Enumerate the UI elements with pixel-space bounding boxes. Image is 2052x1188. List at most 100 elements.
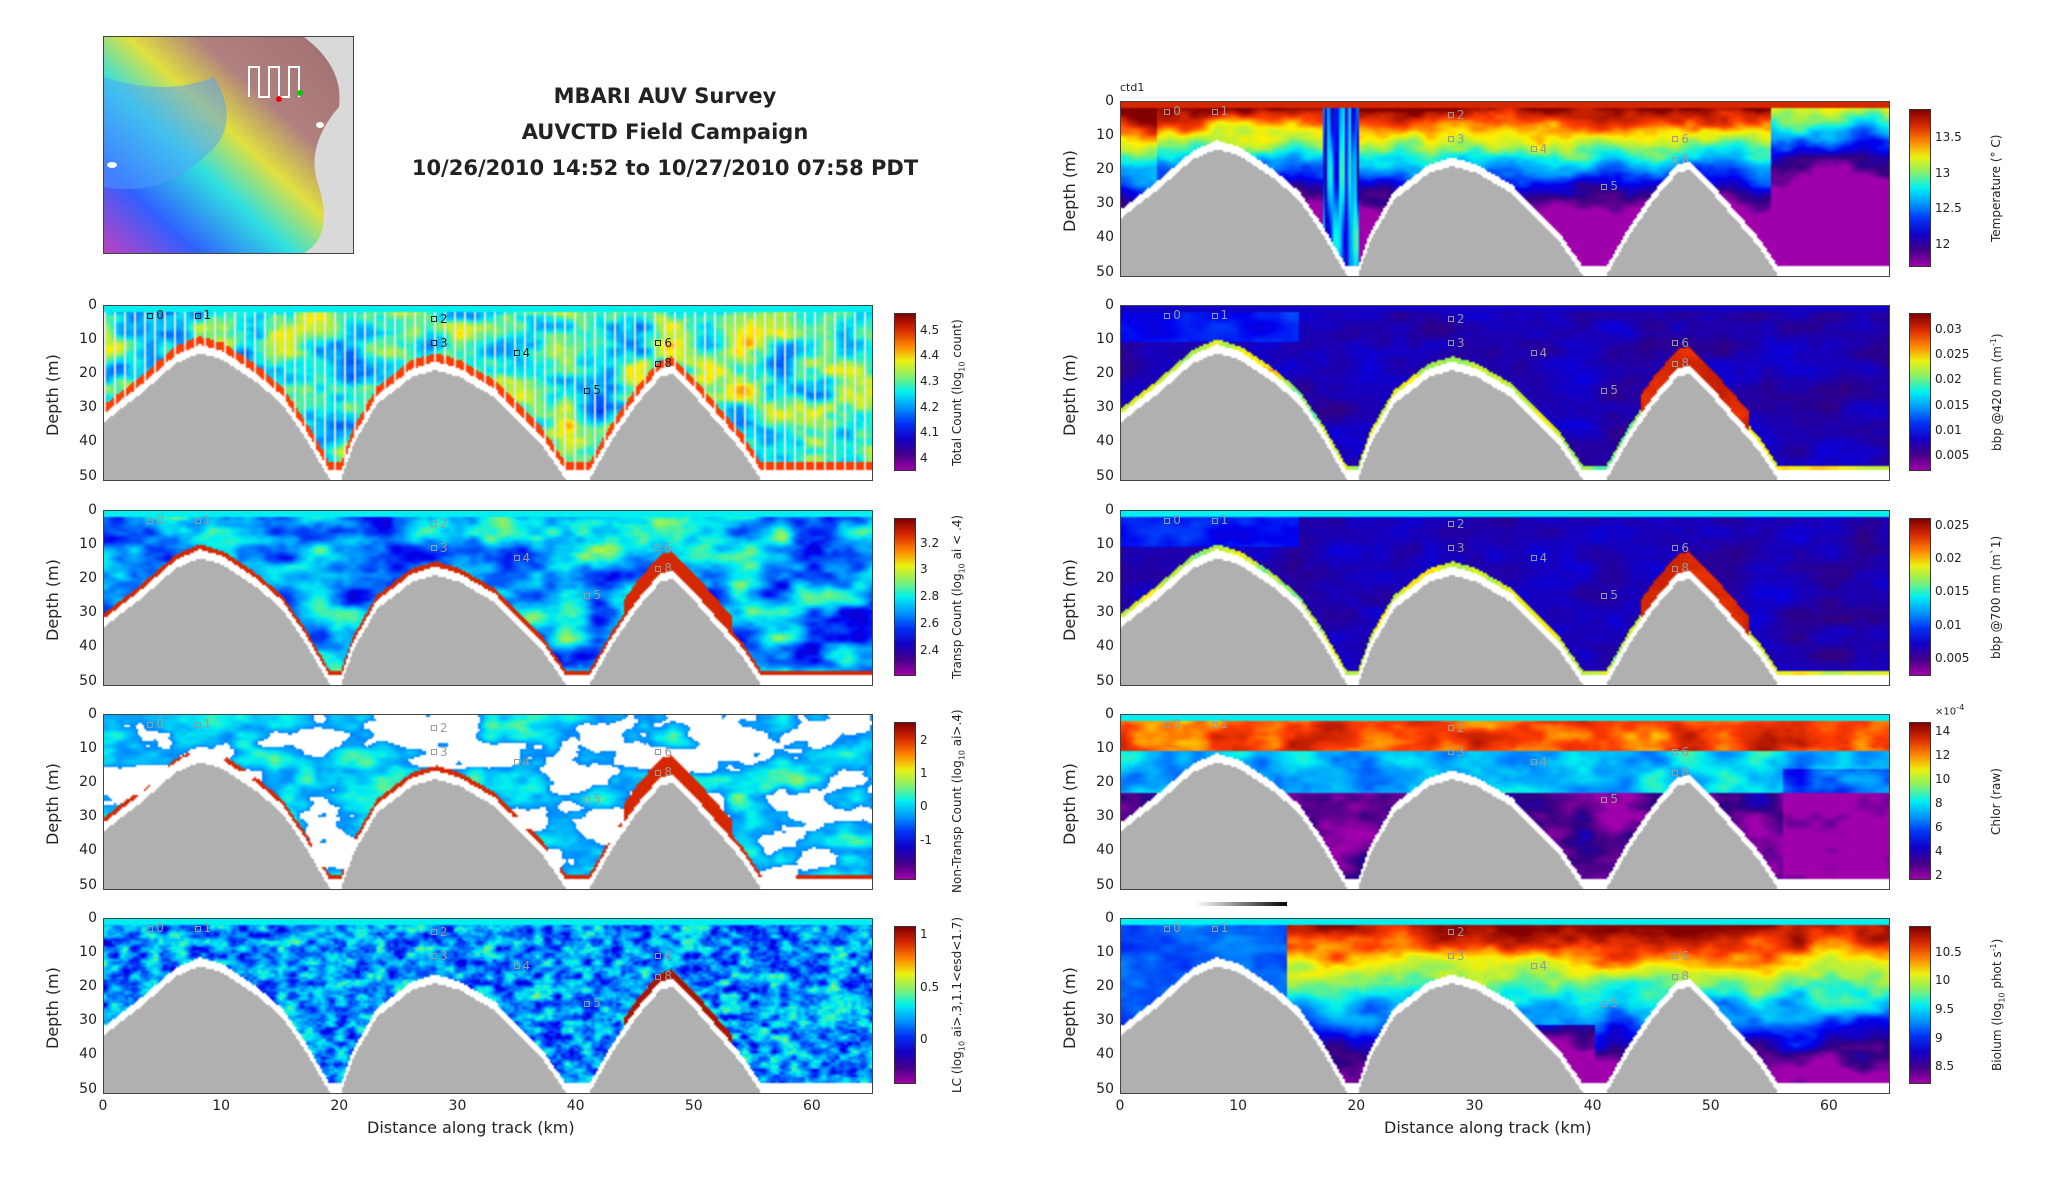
station-marker-5[interactable]: 5	[1601, 996, 1618, 1010]
station-marker-8[interactable]: 8	[1672, 152, 1689, 166]
station-marker-0[interactable]: 0	[1164, 104, 1181, 118]
station-marker-6[interactable]: 6	[655, 541, 672, 555]
station-marker-0[interactable]: 0	[1164, 921, 1181, 935]
station-marker-5[interactable]: 5	[1601, 383, 1618, 397]
station-label: 4	[1539, 958, 1548, 973]
station-marker-1[interactable]: 1	[194, 513, 211, 527]
station-marker-8[interactable]: 8	[1672, 765, 1689, 779]
station-marker-5[interactable]: 5	[1601, 792, 1618, 806]
station-marker-3[interactable]: 3	[430, 949, 447, 963]
station-marker-2[interactable]: 2	[430, 925, 447, 939]
station-marker-4[interactable]: 4	[513, 755, 530, 769]
station-marker-3[interactable]: 3	[430, 541, 447, 555]
station-marker-3[interactable]: 3	[1447, 745, 1464, 759]
x-tick-label: 40	[566, 1098, 585, 1114]
station-marker-0[interactable]: 0	[147, 513, 164, 527]
station-marker-5[interactable]: 5	[584, 383, 601, 397]
station-marker-6[interactable]: 6	[1672, 949, 1689, 963]
station-square-icon	[1672, 545, 1679, 552]
station-marker-6[interactable]: 6	[1672, 541, 1689, 555]
station-marker-3[interactable]: 3	[430, 745, 447, 759]
station-label: 2	[1456, 516, 1465, 531]
station-marker-8[interactable]: 8	[655, 765, 672, 779]
station-marker-8[interactable]: 8	[655, 969, 672, 983]
station-marker-0[interactable]: 0	[1164, 717, 1181, 731]
station-marker-4[interactable]: 4	[513, 958, 531, 973]
station-marker-2[interactable]: 2	[430, 721, 447, 735]
station-marker-6[interactable]: 6	[655, 336, 672, 350]
station-marker-4[interactable]: 4	[1530, 346, 1547, 360]
panel-total-count	[103, 305, 873, 481]
station-marker-0[interactable]: 0	[1164, 308, 1181, 322]
station-marker-1[interactable]: 1	[194, 308, 212, 323]
station-marker-8[interactable]: 8	[1672, 561, 1689, 575]
station-marker-4[interactable]: 4	[1530, 755, 1547, 769]
y-axis-label: Depth (m)	[43, 967, 62, 1049]
station-marker-2[interactable]: 2	[1447, 108, 1464, 122]
colorbar-tick-label: 0.5	[920, 979, 940, 994]
station-marker-4[interactable]: 4	[1530, 142, 1547, 156]
station-marker-5[interactable]: 5	[584, 792, 601, 806]
colorbar-tick-label: 0.015	[1935, 397, 1970, 412]
station-marker-2[interactable]: 2	[430, 517, 447, 531]
x-tick-label: 10	[1229, 1098, 1248, 1114]
station-label: 0	[1173, 104, 1181, 119]
station-marker-0[interactable]: 0	[1164, 513, 1181, 527]
station-square-icon	[194, 517, 201, 524]
station-marker-2[interactable]: 2	[1447, 516, 1465, 531]
station-marker-5[interactable]: 5	[584, 996, 601, 1010]
station-marker-1[interactable]: 1	[194, 921, 211, 935]
panel-bbp420	[1120, 305, 1890, 481]
station-marker-8[interactable]: 8	[1672, 356, 1689, 370]
station-marker-4[interactable]: 4	[513, 551, 530, 565]
station-marker-3[interactable]: 3	[430, 336, 447, 350]
panel-tag: ctd1	[1120, 81, 1145, 94]
station-marker-2[interactable]: 2	[1447, 721, 1464, 735]
station-marker-1[interactable]: 1	[1211, 717, 1228, 731]
station-marker-2[interactable]: 2	[1447, 312, 1464, 326]
y-tick-label: 20	[79, 570, 97, 587]
station-marker-1[interactable]: 1	[1211, 104, 1228, 118]
station-marker-0[interactable]: 0	[147, 921, 164, 935]
panel-chlor	[1120, 714, 1890, 890]
y-tick-label: 50	[1096, 672, 1114, 689]
bbp700-heatmap	[1121, 511, 1889, 685]
station-marker-3[interactable]: 3	[1447, 336, 1464, 350]
y-tick-label: 20	[1096, 978, 1114, 995]
colorbar-label-bbp420: bbp @420 nm (m-1)	[1989, 333, 2004, 451]
station-marker-8[interactable]: 8	[1672, 969, 1689, 983]
station-marker-6[interactable]: 6	[655, 949, 672, 963]
station-label: 5	[593, 588, 602, 603]
station-marker-1[interactable]: 1	[1211, 513, 1228, 527]
y-axis-label: Depth (m)	[1060, 967, 1079, 1049]
station-marker-2[interactable]: 2	[1447, 925, 1464, 939]
station-marker-1[interactable]: 1	[1211, 308, 1228, 322]
station-marker-1[interactable]: 1	[194, 717, 211, 731]
station-marker-0[interactable]: 0	[147, 308, 164, 322]
station-marker-6[interactable]: 6	[1672, 745, 1689, 759]
colorbar-tick-label: 0.01	[1935, 617, 1962, 632]
station-label: 1	[203, 308, 212, 323]
colorbar-label-temperature: Temperature (° C)	[1989, 134, 2003, 241]
station-marker-2[interactable]: 2	[430, 312, 447, 326]
colorbar-transp-count	[894, 518, 916, 676]
station-marker-3[interactable]: 3	[1447, 132, 1464, 146]
y-tick-label: 40	[1096, 638, 1114, 655]
station-marker-0[interactable]: 0	[147, 717, 164, 731]
station-marker-6[interactable]: 6	[1672, 132, 1689, 146]
station-marker-6[interactable]: 6	[655, 745, 672, 759]
station-label: 4	[522, 958, 531, 973]
station-marker-8[interactable]: 8	[655, 356, 672, 370]
station-marker-5[interactable]: 5	[1601, 179, 1618, 193]
y-tick-label: 10	[79, 944, 97, 961]
station-marker-4[interactable]: 4	[1530, 551, 1547, 565]
station-marker-5[interactable]: 5	[1601, 588, 1618, 602]
station-marker-3[interactable]: 3	[1447, 949, 1464, 963]
station-marker-5[interactable]: 5	[584, 588, 601, 602]
station-marker-4[interactable]: 4	[1530, 958, 1548, 973]
station-marker-3[interactable]: 3	[1447, 541, 1464, 555]
station-marker-6[interactable]: 6	[1672, 336, 1689, 350]
station-marker-8[interactable]: 8	[655, 561, 672, 575]
station-marker-1[interactable]: 1	[1211, 921, 1228, 935]
station-marker-4[interactable]: 4	[513, 346, 530, 360]
